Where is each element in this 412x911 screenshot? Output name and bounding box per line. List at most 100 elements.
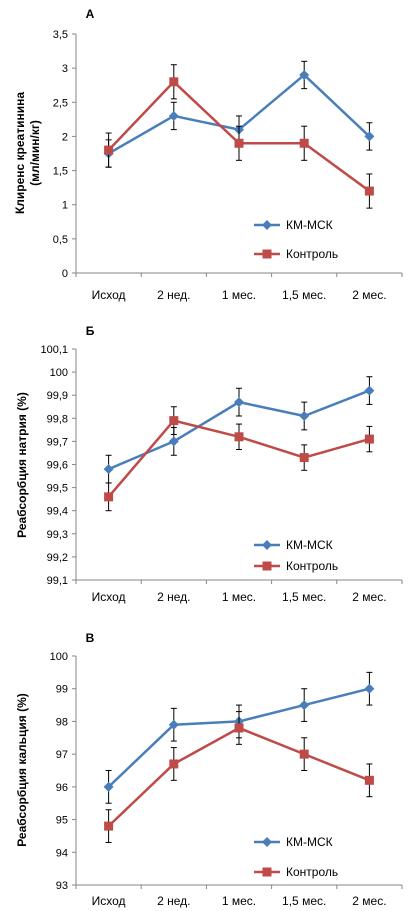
y-tick-label: 99,8	[47, 413, 68, 425]
data-point	[104, 821, 114, 831]
legend-label: Контроль	[286, 247, 338, 261]
y-tick-label: 99	[56, 684, 68, 696]
x-tick-label: 2 нед.	[157, 288, 190, 302]
legend-label: Контроль	[286, 865, 338, 879]
data-point	[168, 110, 179, 121]
y-tick-label: 2,5	[53, 97, 68, 109]
y-tick-label: 100	[50, 651, 68, 663]
data-point	[169, 77, 179, 87]
panel-C: В Реабсорбция кальция (%) 93 94 95 96 97 98 99 10…	[15, 631, 403, 908]
data-point	[364, 186, 374, 196]
y-axis-label-line: Реабсорбция натрия (%)	[15, 392, 29, 538]
legend-marker	[262, 867, 272, 877]
data-point	[169, 759, 179, 769]
data-point	[299, 138, 309, 148]
y-tick-label: 100,1	[40, 344, 68, 356]
y-tick-label: 98	[56, 716, 68, 728]
legend: КМ-МСК Контроль	[254, 218, 338, 261]
legend-label: КМ-МСК	[286, 218, 333, 232]
data-point	[104, 145, 114, 155]
y-tick-label: 1	[62, 200, 68, 212]
x-tick-label: Исход	[92, 590, 126, 604]
series-control	[104, 406, 374, 512]
data-point	[103, 464, 114, 475]
legend-label: Контроль	[286, 559, 338, 573]
data-point	[234, 723, 244, 733]
data-point	[299, 700, 310, 711]
y-tick-label: 99,2	[47, 552, 68, 564]
series-km-msk	[103, 376, 375, 484]
legend: КМ-МСК Контроль	[254, 538, 338, 573]
y-tick-label: 3	[62, 63, 68, 75]
data-point	[364, 131, 375, 142]
legend-marker	[262, 561, 272, 571]
y-tick-label: 95	[56, 815, 68, 827]
panel-title: Б	[86, 324, 95, 338]
y-axis-label: Клиренс креатинина(мл/мин/кг)	[13, 92, 42, 214]
legend: КМ-МСК Контроль	[254, 835, 338, 879]
x-tick-label: 1,5 мес.	[282, 288, 326, 302]
data-point	[364, 683, 375, 694]
x-tick-label: 2 мес.	[352, 590, 386, 604]
data-point	[104, 492, 114, 502]
data-point	[364, 775, 374, 785]
x-tick-label: 1 мес.	[222, 288, 256, 302]
legend-marker	[262, 540, 272, 550]
y-tick-label: 2	[62, 131, 68, 143]
y-axis-label-line: Реабсорбция кальция (%)	[15, 693, 29, 847]
x-tick-label: 1,5 мес.	[282, 894, 326, 908]
panel-A: А Клиренс креатинина(мл/мин/кг) 0 0,5 1 1,5 2 2…	[13, 7, 403, 302]
data-point	[168, 436, 179, 447]
x-tick-label: Исход	[92, 288, 126, 302]
panel-B: Б Реабсорбция натрия (%) 99,1 99,2 99,3 99,4 9…	[15, 324, 403, 604]
y-axis-label: Реабсорбция кальция (%)	[15, 693, 29, 847]
y-tick-label: 99,1	[47, 575, 68, 587]
x-tick-label: 1 мес.	[222, 590, 256, 604]
y-axis-label-line: Клиренс креатинина	[13, 92, 27, 214]
y-tick-label: 99,6	[47, 460, 68, 472]
y-tick-label: 100	[50, 367, 68, 379]
data-point	[103, 781, 114, 792]
data-point	[234, 397, 244, 408]
x-tick-label: 2 нед.	[157, 590, 190, 604]
y-tick-label: 99,9	[47, 390, 68, 402]
x-tick-label: 1,5 мес.	[282, 590, 326, 604]
y-tick-label: 99,7	[47, 436, 68, 448]
x-tick-label: 2 мес.	[352, 288, 386, 302]
x-tick-label: 2 нед.	[157, 894, 190, 908]
data-point	[234, 432, 244, 442]
legend-label: КМ-МСК	[286, 538, 333, 552]
data-point	[364, 434, 374, 444]
legend-label: КМ-МСК	[286, 835, 333, 849]
y-axis-label: Реабсорбция натрия (%)	[15, 392, 29, 538]
legend-marker	[262, 220, 272, 230]
data-point	[364, 385, 375, 396]
legend-marker	[262, 249, 272, 259]
y-tick-label: 3,5	[53, 29, 68, 41]
data-point	[299, 410, 310, 421]
y-tick-label: 0	[62, 268, 68, 280]
y-tick-label: 93	[56, 880, 68, 892]
y-tick-label: 99,3	[47, 529, 68, 541]
series-control	[104, 711, 374, 843]
y-tick-label: 0,5	[53, 234, 68, 246]
legend-marker	[262, 837, 272, 847]
y-tick-label: 94	[56, 847, 68, 859]
y-tick-label: 97	[56, 749, 68, 761]
y-tick-label: 99,4	[47, 506, 68, 518]
x-tick-label: 2 мес.	[352, 894, 386, 908]
panel-title: В	[86, 631, 95, 645]
x-tick-label: 1 мес.	[222, 894, 256, 908]
data-point	[299, 453, 309, 463]
data-point	[168, 719, 179, 730]
y-tick-label: 99,5	[47, 483, 68, 495]
data-point	[234, 138, 244, 148]
panel-title: А	[86, 7, 95, 21]
x-tick-label: Исход	[92, 894, 126, 908]
y-tick-label: 1,5	[53, 166, 68, 178]
y-tick-label: 96	[56, 782, 68, 794]
data-point	[299, 69, 310, 80]
y-axis-label-line: (мл/мин/кг)	[28, 120, 42, 186]
data-point	[169, 416, 179, 426]
